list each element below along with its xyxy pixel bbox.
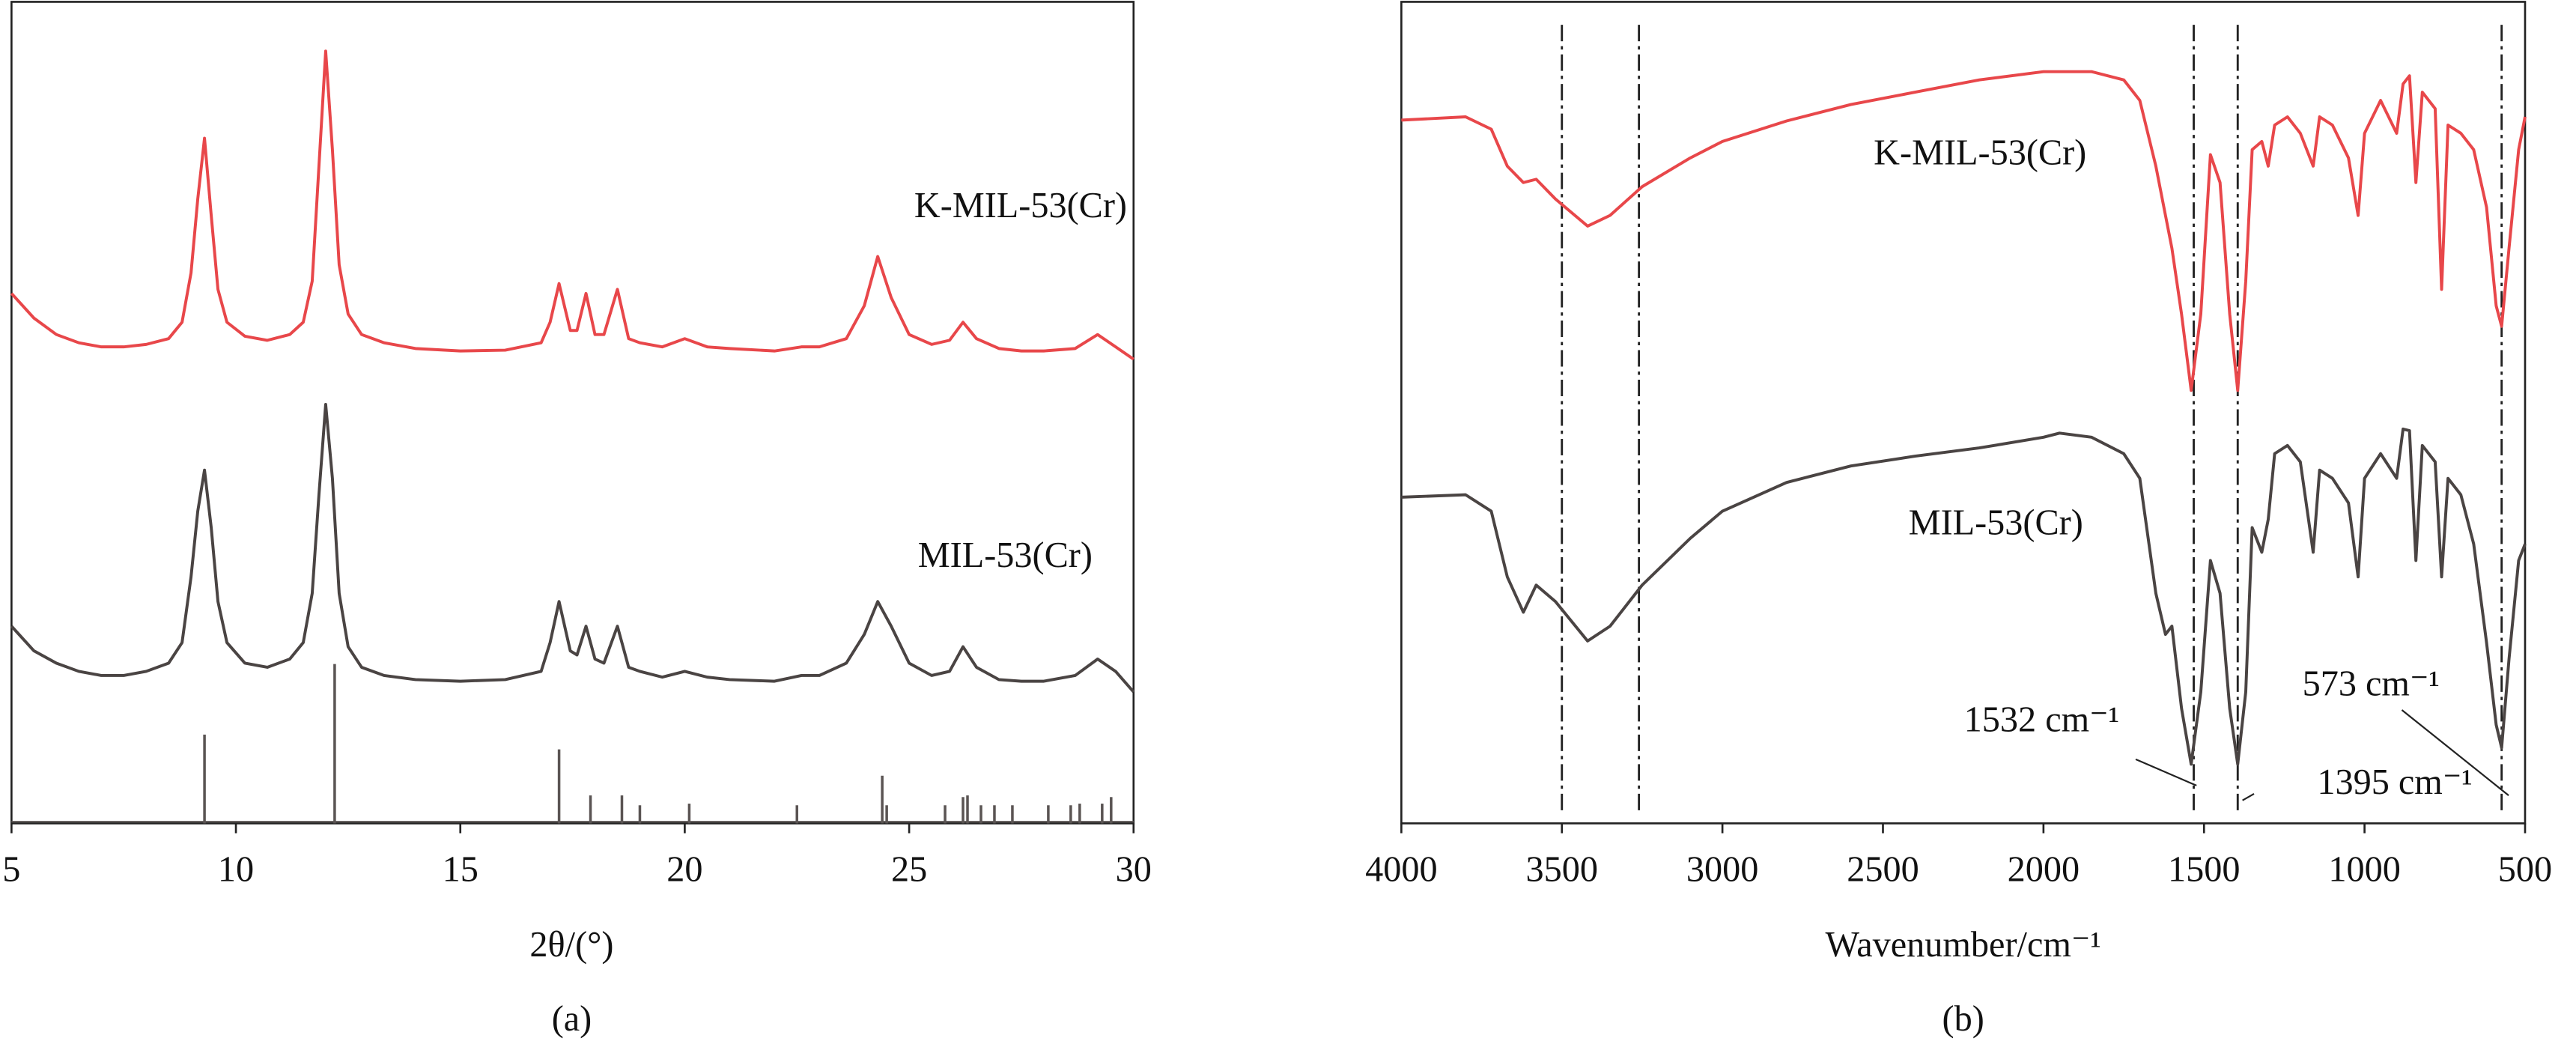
annotation-label: 1395 cm⁻¹ [2317, 762, 2472, 802]
series-label: K-MIL-53(Cr) [914, 186, 1127, 225]
series-label: MIL-53(Cr) [918, 535, 1093, 575]
plot-frame [1400, 1, 2527, 825]
x-tick-label: 1500 [2168, 849, 2241, 889]
panel-caption: (b) [1942, 999, 1984, 1039]
x-tick-label: 1000 [2328, 849, 2401, 889]
x-tick-label: 3500 [1526, 849, 1598, 889]
x-tick-label: 30 [1116, 849, 1152, 889]
x-tick-label: 2500 [1847, 849, 1919, 889]
x-tick-label: 10 [218, 849, 254, 889]
x-tick-label: 500 [2498, 849, 2552, 889]
series-line [10, 49, 1134, 361]
series-label: K-MIL-53(Cr) [1874, 133, 2086, 173]
x-tick-label: 5 [2, 849, 20, 889]
annotation-leader [2242, 792, 2255, 801]
x-tick-label: 3000 [1686, 849, 1759, 889]
series-line [10, 402, 1135, 694]
x-tick-label: 20 [666, 849, 702, 889]
panel-caption: (a) [552, 999, 592, 1039]
plot-frame [10, 1, 1135, 825]
series-line [1401, 70, 2527, 392]
series-label: MIL-53(Cr) [1909, 503, 2083, 542]
annotation-leader [2135, 758, 2197, 786]
annotation-label: 573 cm⁻¹ [2303, 664, 2440, 703]
x-axis-label: 2θ/(°) [529, 925, 613, 965]
x-tick-label: 4000 [1365, 849, 1437, 889]
x-tick-label: 25 [891, 849, 927, 889]
series-line [1401, 427, 2527, 766]
x-tick-label: 15 [443, 849, 479, 889]
x-tick-label: 2000 [2008, 849, 2080, 889]
x-axis-label: Wavenumber/cm⁻¹ [1826, 925, 2101, 965]
annotation-leader [2401, 709, 2509, 796]
annotation-label: 1532 cm⁻¹ [1964, 700, 2119, 740]
